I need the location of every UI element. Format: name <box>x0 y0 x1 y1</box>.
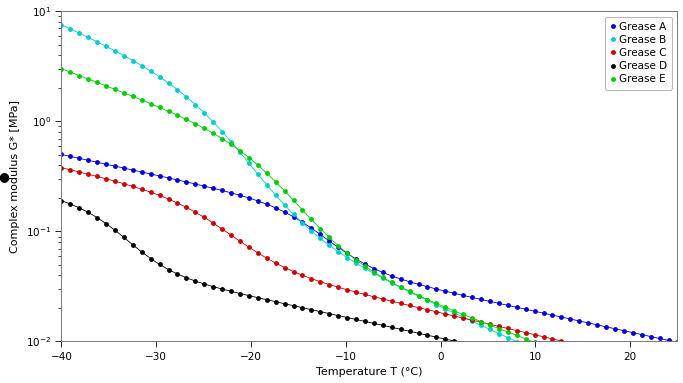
Grease E <box>619 372 628 377</box>
Grease D <box>397 327 405 332</box>
X-axis label: Temperature T (°C): Temperature T (°C) <box>316 367 423 377</box>
Grease D <box>200 282 208 286</box>
Grease B <box>57 22 66 27</box>
Grease A <box>673 340 682 345</box>
Line: Grease A: Grease A <box>59 152 680 345</box>
Grease C <box>245 245 253 249</box>
Grease C <box>200 215 208 220</box>
Grease B <box>397 285 405 290</box>
Grease D <box>584 368 592 373</box>
Line: Grease E: Grease E <box>59 66 680 377</box>
Grease A <box>218 188 226 193</box>
Grease C <box>584 345 592 349</box>
Grease B <box>575 368 583 372</box>
Grease E <box>245 155 253 160</box>
Grease E <box>673 372 682 377</box>
Grease E <box>200 126 208 131</box>
Grease B <box>245 161 253 165</box>
Grease A <box>57 152 66 157</box>
Grease A <box>200 184 208 188</box>
Text: ●: ● <box>0 170 9 183</box>
Grease D <box>575 366 583 371</box>
Grease E <box>57 66 66 71</box>
Grease B <box>584 372 592 376</box>
Line: Grease D: Grease D <box>59 198 680 377</box>
Grease D <box>138 250 146 254</box>
Grease C <box>397 301 405 306</box>
Grease B <box>593 372 601 377</box>
Grease A <box>575 319 583 323</box>
Grease D <box>245 293 253 298</box>
Grease E <box>584 360 592 365</box>
Grease C <box>218 227 226 231</box>
Grease D <box>673 372 682 377</box>
Grease D <box>611 372 619 377</box>
Grease A <box>245 196 253 200</box>
Grease C <box>57 165 66 170</box>
Grease E <box>397 285 405 290</box>
Grease E <box>575 357 583 362</box>
Grease E <box>138 98 146 102</box>
Grease D <box>57 198 66 203</box>
Line: Grease C: Grease C <box>59 165 680 370</box>
Legend: Grease A, Grease B, Grease C, Grease D, Grease E: Grease A, Grease B, Grease C, Grease D, … <box>605 17 672 90</box>
Grease A <box>397 277 405 281</box>
Grease C <box>575 343 583 347</box>
Grease A <box>584 321 592 325</box>
Y-axis label: Complex modulus G* [MPa]: Complex modulus G* [MPa] <box>10 100 20 253</box>
Grease B <box>200 111 208 115</box>
Grease B <box>673 372 682 377</box>
Grease C <box>673 366 682 370</box>
Line: Grease B: Grease B <box>59 22 680 377</box>
Grease B <box>138 63 146 68</box>
